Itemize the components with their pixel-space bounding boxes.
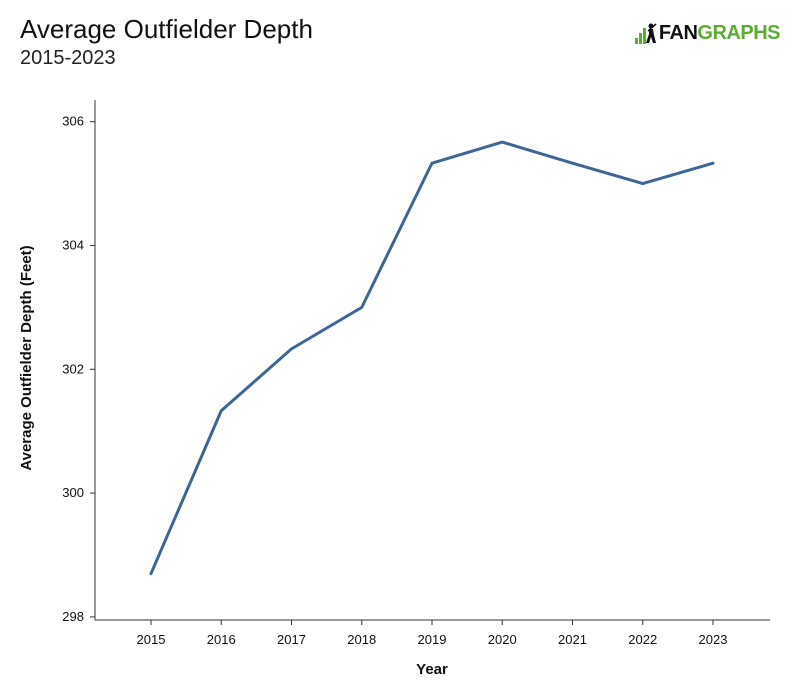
x-tick-label: 2015 bbox=[137, 632, 166, 647]
x-axis: 2015 2016 2017 2018 2019 2020 2021 2022 2023 bbox=[95, 619, 770, 647]
x-tick-label: 2023 bbox=[699, 632, 728, 647]
x-tick-label: 2020 bbox=[488, 632, 517, 647]
y-axis: 298 300 302 304 306 bbox=[62, 100, 96, 624]
y-tick-label: 304 bbox=[62, 237, 84, 252]
x-tick-label: 2016 bbox=[207, 632, 236, 647]
y-tick-label: 300 bbox=[62, 485, 84, 500]
series-line bbox=[149, 140, 715, 576]
x-tick-label: 2019 bbox=[418, 632, 447, 647]
series-layer bbox=[149, 140, 715, 576]
chart-subtitle: 2015-2023 bbox=[20, 47, 116, 69]
chart-title: Average Outfielder Depth bbox=[20, 14, 313, 44]
y-tick-label: 302 bbox=[62, 361, 84, 376]
x-tick-label: 2018 bbox=[347, 632, 376, 647]
y-axis-title: Average Outfielder Depth (Feet) bbox=[18, 245, 35, 470]
x-tick-label: 2021 bbox=[558, 632, 587, 647]
x-tick-label: 2022 bbox=[628, 632, 657, 647]
logo-text-graphs: GRAPHS bbox=[697, 21, 780, 44]
x-axis-title: Year bbox=[416, 661, 448, 678]
fangraphs-logo-icon bbox=[634, 23, 657, 44]
x-tick-label: 2017 bbox=[277, 632, 306, 647]
y-tick-label: 298 bbox=[62, 609, 84, 624]
fangraphs-logo: FAN GRAPHS bbox=[634, 20, 780, 46]
logo-text-fan: FAN bbox=[658, 21, 698, 44]
y-tick-label: 306 bbox=[62, 114, 84, 129]
